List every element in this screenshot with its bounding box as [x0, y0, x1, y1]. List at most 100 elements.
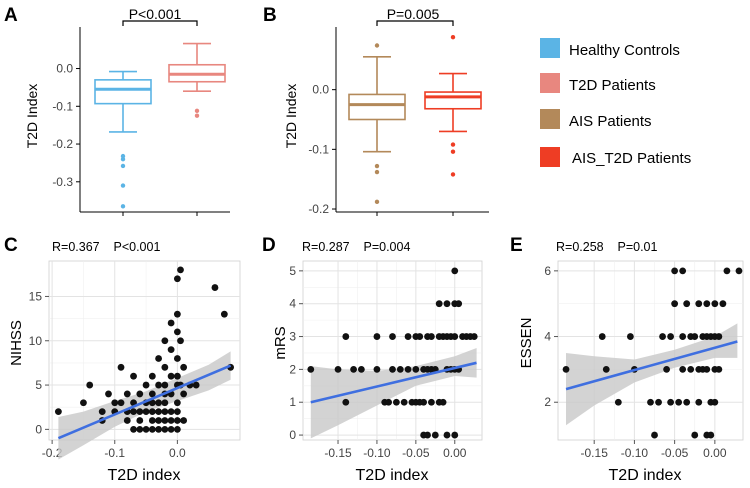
x-tick-label-e: -0.15 [581, 446, 609, 460]
scatter-point [167, 372, 175, 380]
scatter-point [177, 337, 184, 345]
x-tick-label-d: -0.05 [402, 446, 430, 460]
scatter-point [400, 398, 408, 406]
x-axis-label-d: T2D index [356, 467, 429, 484]
scatter-point [404, 365, 412, 373]
scatter-point [111, 399, 119, 407]
scatter-point [173, 399, 181, 407]
box-outlier [194, 113, 200, 118]
scatter-point [173, 328, 181, 336]
legend-label-ais: AIS Patients [569, 113, 652, 130]
scatter-point [455, 300, 463, 308]
scatter-point [647, 398, 654, 406]
y-tick-label-a: -0.1 [52, 99, 73, 113]
y-tick-label-c: 5 [35, 378, 42, 392]
scatter-point [671, 300, 679, 308]
scatter-point [439, 398, 447, 406]
scatter-point [173, 372, 181, 380]
scatter-point [167, 408, 175, 416]
scatter-point [142, 425, 150, 433]
scatter-point [651, 431, 658, 439]
box-outlier [120, 153, 126, 159]
y-tick-label-e: 4 [544, 330, 551, 344]
scatter-point [161, 381, 169, 389]
scatter-point [655, 398, 662, 406]
x-tick-label-e: -0.05 [661, 446, 689, 460]
significance-label-a: P<0.001 [129, 6, 182, 22]
scatter-point [350, 365, 357, 373]
y-tick-label-c: 10 [29, 334, 43, 348]
x-tick-label-d: 0.00 [443, 446, 467, 460]
box-outlier [450, 34, 456, 40]
box-outlier [374, 199, 380, 205]
scatter-point [389, 365, 396, 373]
y-tick-label-b: -0.1 [308, 142, 329, 156]
legend-swatch-ais-t2d [540, 147, 560, 167]
y-tick-label-d: 0 [289, 428, 296, 442]
scatter-point [416, 333, 424, 340]
regression-line-e [565, 340, 738, 391]
scatter-point [161, 408, 169, 416]
y-tick-label-e: 2 [544, 395, 551, 409]
scatter-point [679, 267, 687, 275]
box-outlier [374, 169, 380, 175]
box-outlier [120, 156, 126, 162]
y-tick-label-d: 5 [289, 264, 296, 278]
regression-line-c [57, 364, 232, 440]
box-outlier [120, 163, 126, 169]
scatter-point [173, 408, 181, 416]
scatter-point [192, 381, 200, 389]
scatter-point [435, 300, 443, 308]
scatter-point [142, 408, 150, 416]
scatter-point [161, 417, 169, 424]
scatter-point [695, 398, 703, 406]
significance-bracket-a [122, 20, 198, 26]
scatter-point [602, 365, 610, 373]
y-tick-label-d: 1 [289, 395, 296, 409]
boxplot-panel-b: P=0.005 T2D Index 0.0 -0.1 -0.2 [283, 6, 489, 216]
scatter-point [404, 333, 412, 340]
scatter-point [420, 398, 428, 406]
y-tick-label-d: 3 [289, 330, 296, 344]
scatter-point [130, 408, 137, 416]
scatter-point [719, 300, 727, 308]
scatter-point [389, 333, 396, 340]
stats-label-e: R=0.258 P=0.01 [556, 240, 658, 254]
box-outlier [194, 108, 200, 114]
scatter-point [598, 333, 606, 340]
scatter-point [626, 333, 634, 340]
scatter-point [431, 431, 439, 439]
scatter-point [86, 381, 94, 389]
scatter-point [173, 425, 181, 433]
scatter-point [155, 355, 162, 362]
scatter-point [667, 398, 675, 406]
scatter-point [396, 365, 404, 373]
scatter-point [695, 300, 703, 308]
scatter-point [148, 408, 156, 416]
x-tick-label-e: 0.00 [703, 446, 727, 460]
y-tick-label-c: 0 [35, 422, 42, 436]
scatter-point [173, 275, 181, 283]
scatter-point [136, 417, 144, 424]
scatter-point [211, 284, 219, 291]
significance-bracket-b [376, 20, 454, 26]
legend: Healthy Controls T2D Patients AIS Patien… [540, 38, 691, 167]
scatter-point [373, 365, 381, 373]
scatter-point [663, 365, 670, 373]
scatter-point [443, 431, 451, 439]
scatter-point [723, 267, 731, 275]
stats-label-d: R=0.287 P=0.004 [302, 240, 410, 254]
y-tick-label-a: -0.2 [52, 137, 73, 151]
scatter-point [342, 333, 350, 340]
scatter-point [711, 398, 719, 406]
scatter-point [735, 267, 743, 275]
box-body [348, 93, 406, 121]
box-outlier [374, 163, 380, 169]
scatter-point [671, 267, 679, 275]
scatter-point [711, 300, 719, 308]
x-tick-label-d: -0.15 [324, 446, 352, 460]
scatter-point [428, 333, 435, 340]
scatter-point [142, 381, 150, 389]
confidence-band-e [566, 323, 738, 426]
y-tick-label-b: 0.0 [312, 83, 329, 97]
